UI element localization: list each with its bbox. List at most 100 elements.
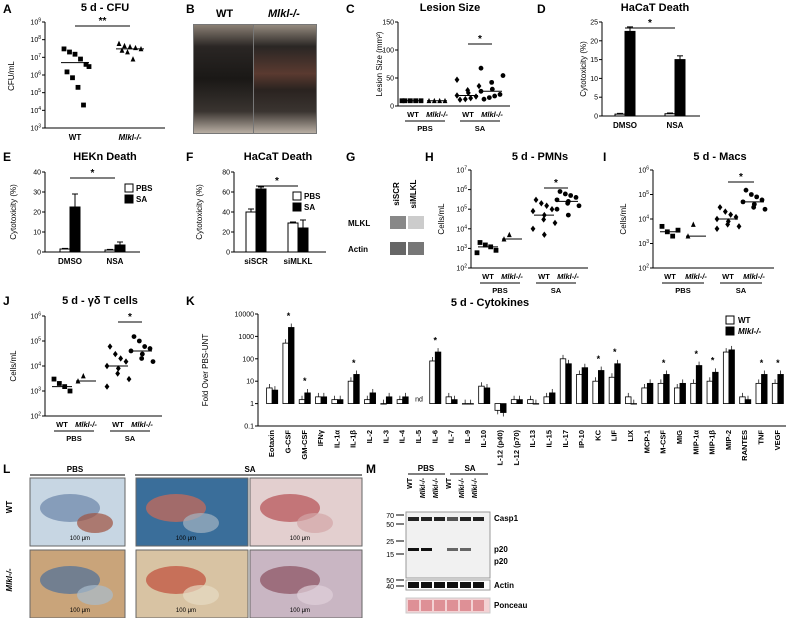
panel-a-y-tick-label: 103 — [30, 124, 41, 133]
panel-k-xtick: IL-9 — [463, 430, 472, 443]
panel-k-bar — [396, 399, 404, 404]
panel-k-bar — [385, 396, 393, 404]
histology-tissue — [297, 585, 333, 605]
panel-k-bar — [369, 392, 376, 404]
actin-band — [408, 582, 419, 588]
panel-i-xtick: WT — [664, 272, 676, 281]
panel-k-chart: 0.1 1 10 100 1000 10000 Fold Over PBS-UNT Eotax… — [201, 311, 786, 466]
label-F: F — [186, 150, 194, 164]
panel-k-bar — [429, 360, 436, 404]
panel-h-y-tick-label: 104 — [456, 224, 467, 233]
panel-c-point — [478, 65, 484, 71]
panel-k-bar — [630, 403, 637, 405]
panel-l-col-label: PBS — [67, 465, 84, 474]
panel-a-title: 5 d - CFU — [80, 2, 130, 14]
panel-k-xtick: IL-17 — [561, 430, 570, 448]
panel-h-y-tick-label: 105 — [456, 205, 467, 214]
panel-c-point — [492, 93, 498, 99]
panel-k-sig: * — [303, 376, 307, 386]
panel-f-bar — [245, 211, 257, 253]
panel-k-bar — [353, 374, 360, 404]
panel-k-bar — [483, 387, 491, 404]
panel-k-bar — [461, 403, 469, 405]
panel-m-band-label: Ponceau — [494, 601, 527, 610]
panel-k-xtick: GM-CSF — [300, 430, 309, 460]
casp1-band — [473, 517, 484, 521]
panel-j-point — [128, 348, 134, 354]
panel-c-y-tick-label: 100 — [382, 48, 394, 55]
histology-tissue — [297, 513, 333, 533]
panel-i-point — [748, 192, 754, 197]
panel-j-y-tick-label: 103 — [30, 387, 41, 396]
panel-j-point — [104, 362, 110, 370]
casp1-band — [447, 517, 458, 521]
panel-k-sig: * — [597, 354, 601, 364]
panel-h-point — [573, 194, 579, 200]
panel-j-point — [123, 358, 129, 365]
panel-a-point — [86, 64, 92, 69]
panel-a-point — [70, 75, 75, 81]
panel-k-bar — [581, 367, 589, 404]
panel-i-title: 5 d - Macs — [693, 151, 747, 163]
p20-band — [421, 548, 432, 551]
panel-l-scale-label: 100 μm — [290, 608, 310, 614]
histology-tissue — [77, 513, 113, 533]
actin-band — [421, 582, 432, 588]
panel-k-bar — [304, 392, 311, 404]
panel-i-y-tick-label: 106 — [638, 166, 649, 175]
panel-a-ylabel: CFU/mL — [7, 61, 16, 91]
panel-a-point — [119, 47, 125, 53]
panel-h-point — [533, 196, 539, 204]
panel-h-point — [549, 206, 555, 213]
panel-k-legend-swatch — [725, 315, 735, 325]
panel-m-mw: 25 — [386, 539, 394, 546]
panel-i-y-tick-label: 105 — [638, 190, 649, 199]
panel-k-y-tick-label: 1000 — [238, 334, 254, 341]
label-J: J — [3, 294, 10, 308]
panel-c-y-tick-label: 0 — [390, 104, 394, 111]
panel-m-mw: 50 — [386, 578, 394, 585]
panel-e-y-tick-label: 30 — [33, 190, 41, 197]
panel-f-y-tick-label: 80 — [222, 170, 230, 177]
panel-k-bar — [549, 392, 556, 404]
panel-k-xtick: IL-1α — [332, 430, 341, 448]
panel-k-xtick: IFNγ — [316, 429, 325, 446]
panel-k-nd: nd — [415, 397, 423, 404]
panel-a-point — [72, 51, 78, 57]
panel-g-band — [408, 242, 424, 255]
panel-h-point — [576, 203, 582, 209]
label-I: I — [603, 150, 607, 164]
panel-h-point — [474, 250, 480, 256]
panel-b-label-mlkl: Mlkl-/- — [268, 8, 300, 20]
panel-d-bar — [614, 113, 626, 117]
panel-e-bar — [114, 244, 126, 253]
panel-f-ylabel: Cytotoxicity (%) — [195, 184, 204, 240]
panel-d-y-tick-label: 15 — [590, 57, 598, 64]
panel-d-bar — [664, 113, 676, 117]
panel-k-bar — [576, 374, 583, 404]
panel-c-point — [481, 96, 487, 102]
panel-e-ylabel: Cytotoxicity (%) — [9, 184, 18, 240]
panel-h-ylabel: Cells/mL — [437, 203, 446, 235]
panel-e-y-tick-label: 20 — [33, 210, 41, 217]
panel-d-y-tick-label: 10 — [590, 76, 598, 83]
panel-a-point — [61, 46, 67, 52]
panel-h-xtick: Mlkl-/- — [557, 272, 579, 281]
panel-c-point — [468, 94, 474, 102]
panel-h-title: 5 d - PMNs — [511, 151, 569, 163]
panel-c-y-tick-label: 150 — [382, 20, 394, 27]
panel-a-point — [78, 56, 83, 62]
panel-h-chart: 102 103 104 105 106 107 Cells/mL WT Mlkl-/- WT Mlk… — [437, 166, 588, 294]
panel-b-label-wt: WT — [216, 8, 234, 20]
panel-j-group-label: SA — [125, 434, 136, 443]
panel-a-chart: 103 104 105 106 107 108 109 CFU/mL WT Mlkl-/- ** — [7, 16, 165, 142]
panel-h-point — [552, 219, 558, 227]
panel-i-point — [759, 197, 765, 203]
panel-k-bar — [364, 399, 371, 404]
panel-k-xtick: IL-6 — [430, 430, 439, 443]
panel-k-xtick: VEGF — [773, 430, 782, 451]
panel-k-y-tick-label: 10 — [246, 379, 254, 386]
panel-l-scale-label: 100 μm — [290, 536, 310, 542]
panel-k-xtick: IL-12 (p70) — [512, 430, 521, 466]
panel-j-ylabel: Cells/mL — [9, 350, 18, 382]
